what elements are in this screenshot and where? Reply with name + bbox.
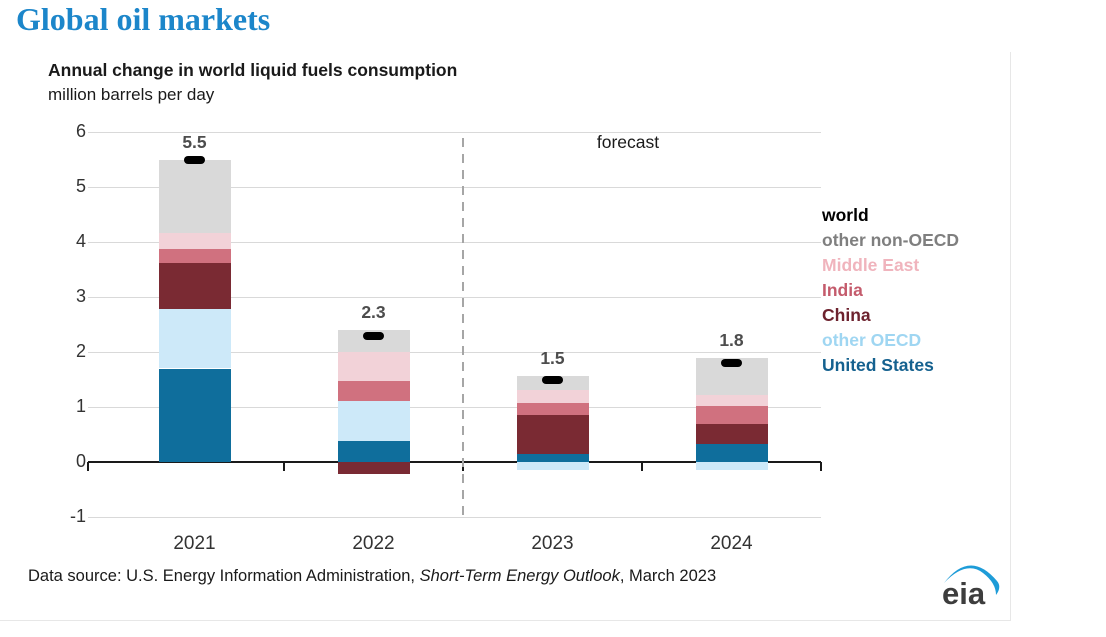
eia-swoosh-icon xyxy=(944,565,1000,595)
forecast-label: forecast xyxy=(596,132,660,152)
chart-container: Annual change in world liquid fuels cons… xyxy=(0,52,1011,621)
data-source-note: Data source: U.S. Energy Information Adm… xyxy=(28,567,716,586)
eia-logo-icon: eia xyxy=(942,565,1000,611)
chart-title: Annual change in world liquid fuels cons… xyxy=(48,60,458,80)
eia-logo-text: eia xyxy=(942,576,986,611)
chart-subtitle: million barrels per day xyxy=(48,85,215,104)
page-title: Global oil markets xyxy=(16,1,271,37)
data-source-prefix: Data source: U.S. Energy Information Adm… xyxy=(28,567,420,585)
data-source-suffix: , March 2023 xyxy=(619,567,717,585)
data-source-publication: Short-Term Energy Outlook xyxy=(419,567,620,585)
